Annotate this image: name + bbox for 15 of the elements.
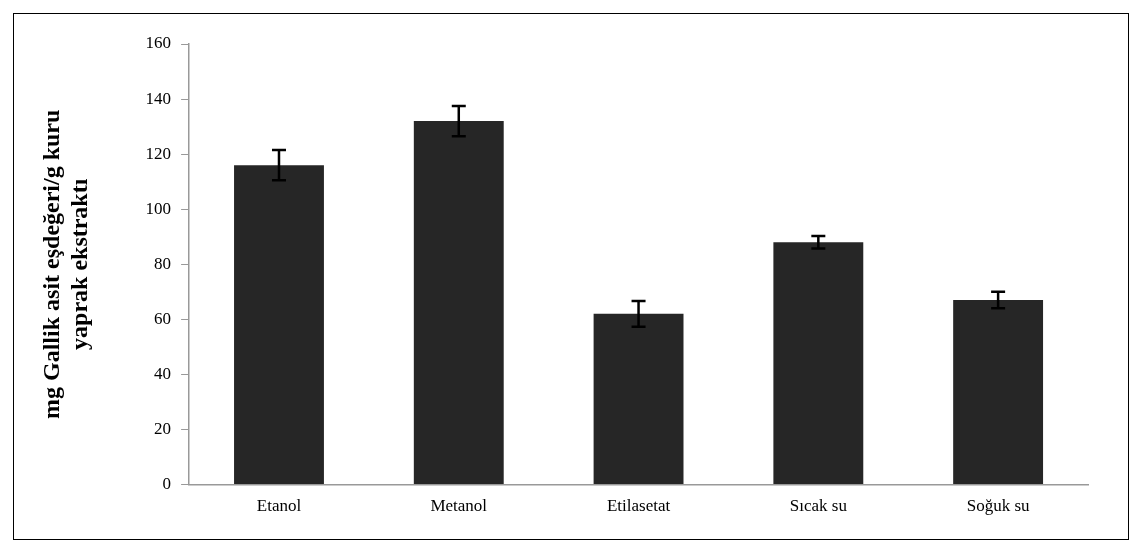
y-axis-title: mg Gallik asit eşdeğeri/g kuru yaprak ekstraktı	[37, 109, 93, 419]
y-tick-label: 80	[154, 253, 172, 273]
y-tick-label: 40	[154, 363, 172, 383]
y-tick-label: 140	[145, 88, 172, 108]
y-tick-label: 0	[162, 474, 172, 494]
x-tick-label: Soğuk su	[966, 496, 1031, 516]
x-tick-label: Etanol	[256, 496, 302, 516]
x-tick-label: Metanol	[430, 496, 488, 516]
y-tick-label: 60	[154, 308, 172, 328]
y-tick-label: 120	[145, 143, 172, 163]
x-tick-label: Sıcak su	[789, 496, 848, 516]
y-tick-label: 100	[145, 198, 172, 218]
x-tick-label: Etilasetat	[606, 496, 671, 516]
y-tick-label: 160	[145, 33, 172, 53]
y-tick-label: 20	[154, 418, 172, 438]
